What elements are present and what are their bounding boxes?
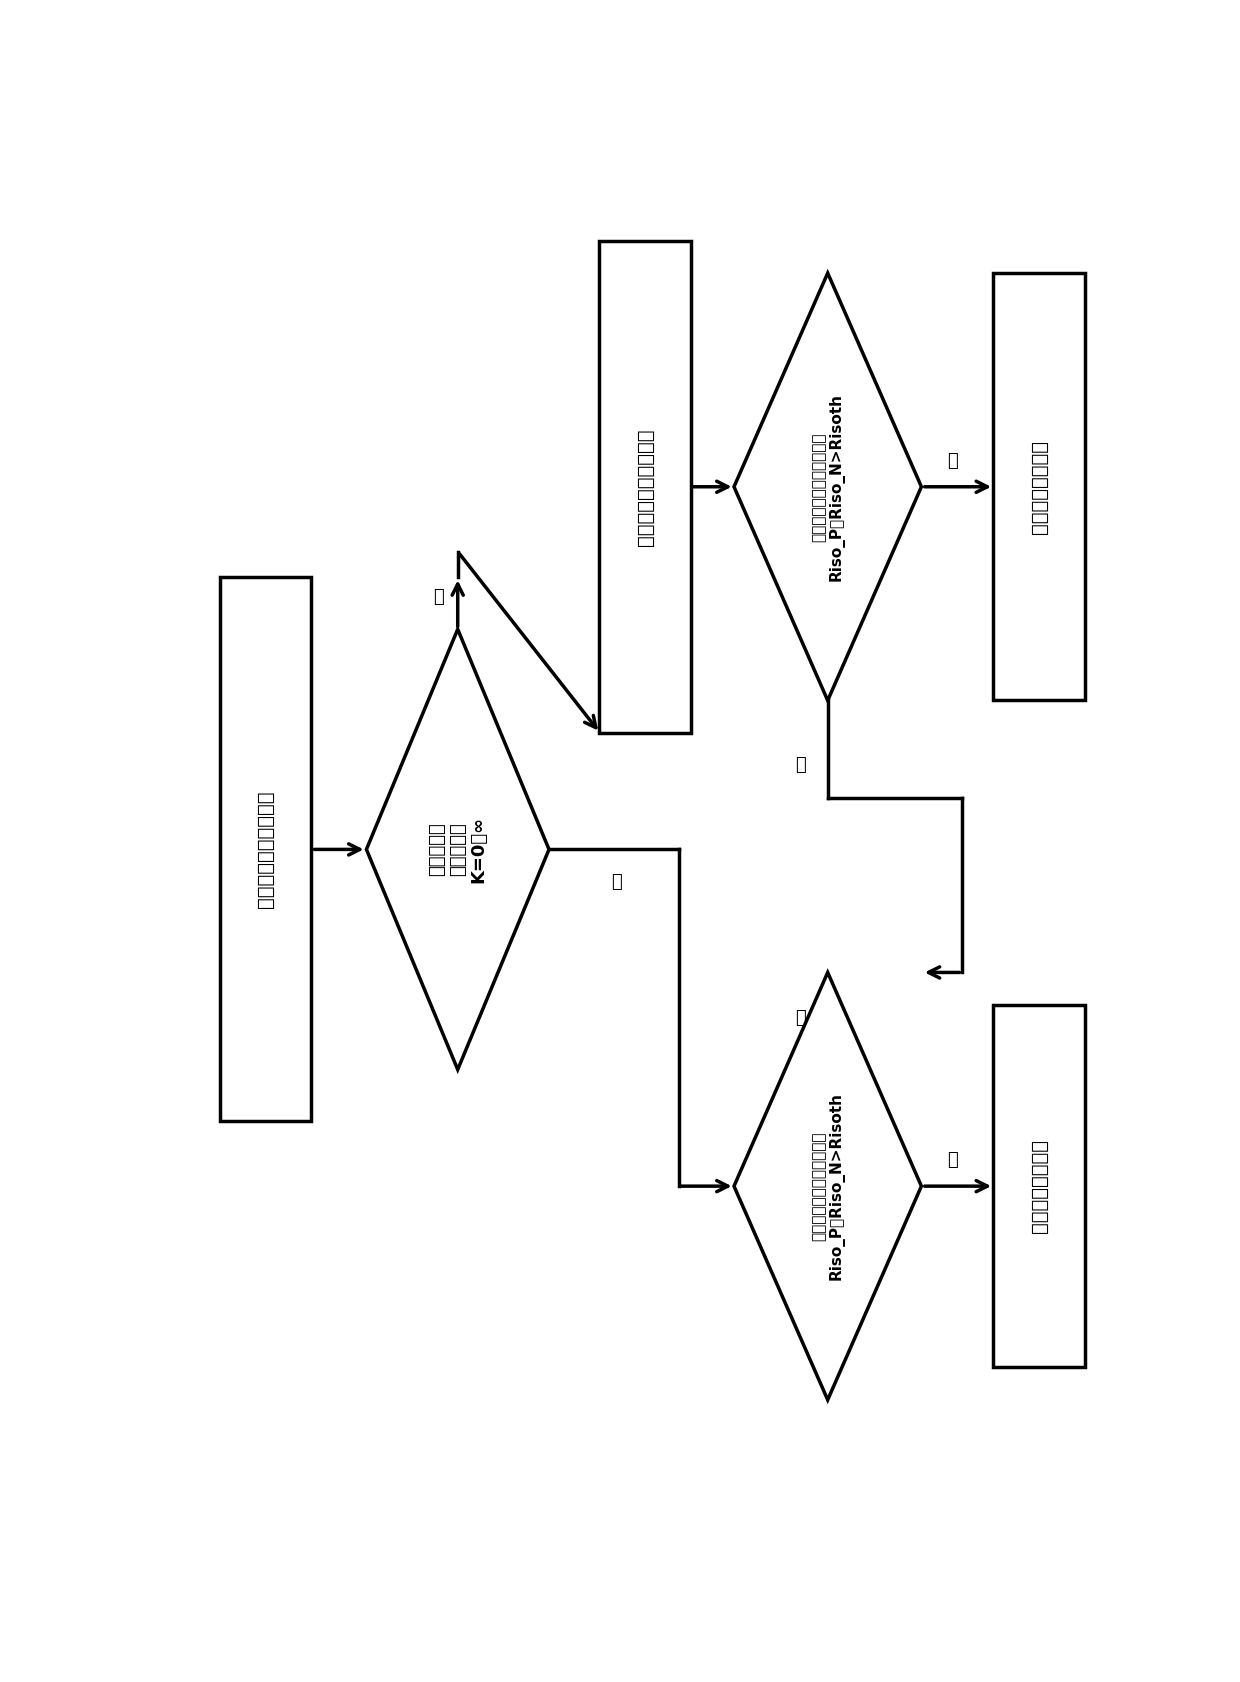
Text: 第一绝缘电阻计算步骤: 第一绝缘电阻计算步骤 [255, 791, 275, 908]
Text: 否: 否 [611, 873, 621, 891]
Bar [993, 272, 1085, 700]
Text: 绝缘破坏应对步骤: 绝缘破坏应对步骤 [1029, 439, 1049, 533]
Text: 第二绝缘破坏与否判断步骤
Riso_P或Riso_N>Risoth: 第二绝缘破坏与否判断步骤 Riso_P或Riso_N>Risoth [811, 394, 844, 580]
Text: 第一绝缘破坏与否判断步骤
Riso_P或Riso_N>Risoth: 第一绝缘破坏与否判断步骤 Riso_P或Riso_N>Risoth [811, 1092, 844, 1280]
Text: 是: 是 [947, 1150, 959, 1169]
Text: 否: 否 [795, 1009, 806, 1026]
Text: 绝缘正常判断步骤: 绝缘正常判断步骤 [1029, 1139, 1049, 1233]
Polygon shape [734, 272, 921, 700]
Polygon shape [367, 629, 549, 1070]
Text: 否: 否 [433, 587, 444, 606]
Bar [599, 241, 691, 733]
Text: 是: 是 [947, 452, 959, 469]
Bar [219, 577, 311, 1122]
Text: 第二绝缘电阻计算步骤: 第二绝缘电阻计算步骤 [636, 427, 655, 545]
Bar [993, 1004, 1085, 1367]
Text: 否: 否 [795, 757, 806, 774]
Polygon shape [734, 972, 921, 1399]
Text: 两端破坏与
否判断步骤
K=0或∞: 两端破坏与 否判断步骤 K=0或∞ [428, 816, 487, 883]
